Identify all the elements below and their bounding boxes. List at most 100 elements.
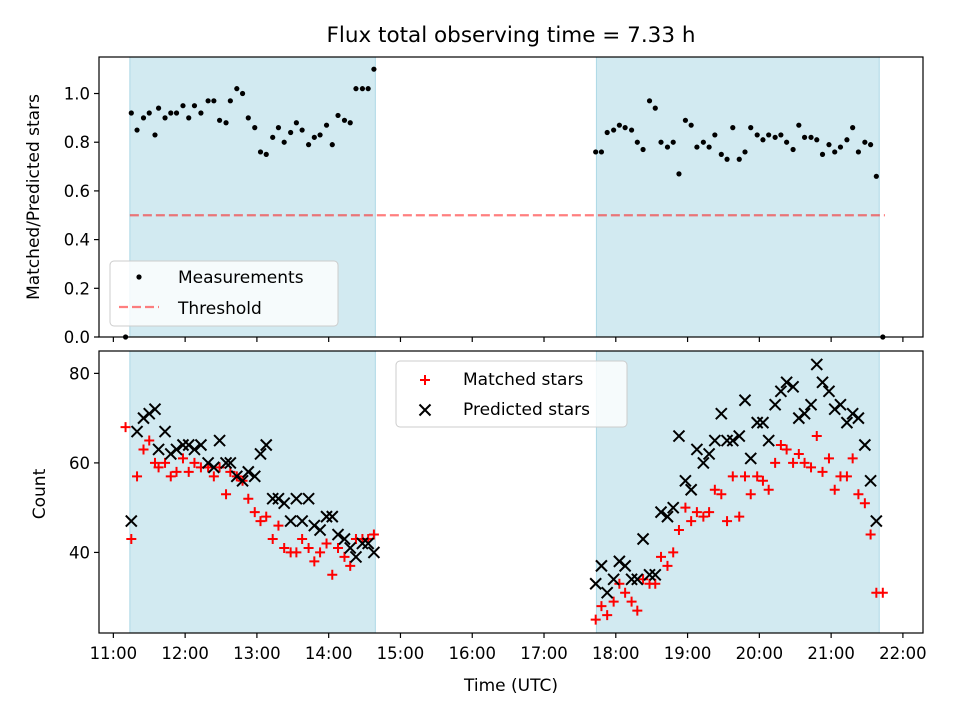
predicted-star-point	[266, 492, 279, 505]
measurement-point	[772, 134, 778, 140]
measurement-point	[796, 122, 802, 128]
matched-star-point	[632, 605, 643, 616]
matched-star-point	[847, 453, 858, 464]
measurement-point	[837, 144, 844, 150]
measurement-point	[281, 139, 287, 145]
measurement-point	[862, 139, 868, 145]
measurement-point	[611, 127, 617, 133]
x-tick-label: 20:00	[736, 644, 784, 663]
predicted-star-point	[130, 425, 144, 438]
measurement-point	[317, 132, 323, 138]
predicted-star-point	[207, 461, 221, 474]
matched-star-point	[620, 587, 631, 598]
predicted-star-point	[631, 573, 644, 586]
measurement-point	[868, 142, 874, 148]
predicted-star-point	[625, 573, 638, 586]
x-tick-label: 11:00	[90, 644, 138, 663]
matched-star-point	[120, 422, 131, 433]
measurement-point	[652, 105, 658, 111]
legend-threshold-label: Threshold	[177, 299, 262, 319]
measurement-point	[598, 149, 605, 155]
predicted-star-point	[236, 474, 249, 488]
measurement-point	[180, 103, 186, 109]
matched-star-point	[823, 453, 834, 464]
top-y-tick-label: 1.0	[64, 85, 90, 104]
measurement-point	[801, 134, 808, 140]
matched-star-point	[291, 547, 302, 558]
predicted-star-point	[649, 568, 662, 582]
legend-predicted-label: Predicted stars	[463, 400, 590, 420]
predicted-star-point	[125, 514, 138, 528]
matched-star-point	[680, 502, 691, 513]
matched-star-point	[668, 547, 679, 558]
measurement-point	[329, 142, 335, 148]
predicted-star-point	[715, 407, 728, 420]
measurement-point	[263, 151, 269, 157]
measurement-point	[766, 132, 772, 138]
measurement-point	[211, 98, 217, 104]
measurement-point	[347, 120, 353, 126]
measurement-point	[832, 149, 838, 155]
top-y-tick-label: 0.4	[64, 231, 90, 250]
matched-star-point	[243, 493, 254, 504]
matched-star-point	[309, 556, 320, 567]
predicted-star-point	[822, 385, 836, 398]
measurement-point	[724, 156, 730, 162]
predicted-star-point	[295, 514, 309, 528]
predicted-star-point	[804, 398, 818, 411]
predicted-star-point	[589, 577, 602, 590]
predicted-star-point	[720, 434, 734, 447]
measurement-point	[622, 125, 628, 131]
predicted-star-point	[654, 505, 668, 519]
predicted-star-point	[338, 532, 351, 546]
predicted-star-point	[224, 456, 237, 470]
measurement-point	[706, 144, 712, 150]
measurement-point	[239, 90, 246, 97]
predicted-star-point	[786, 380, 800, 394]
predicted-star-point	[284, 514, 297, 528]
matched-star-point	[763, 484, 774, 495]
legend-predicted-marker	[418, 403, 432, 417]
legend-matched-marker	[420, 375, 430, 385]
matched-star-point	[249, 507, 260, 518]
matched-star-point	[650, 578, 661, 589]
measurement-point	[682, 117, 689, 123]
measurement-point	[778, 132, 784, 138]
matched-star-point	[221, 489, 232, 500]
matched-star-point	[817, 466, 828, 477]
predicted-star-point	[248, 470, 261, 483]
predicted-star-point	[277, 496, 291, 510]
matched-star-point	[698, 511, 709, 522]
matched-star-point	[722, 516, 733, 527]
predicted-star-point	[636, 532, 650, 546]
matched-star-point	[315, 547, 326, 558]
matched-star-point	[255, 516, 266, 527]
measurement-point	[223, 120, 229, 126]
measurement-point	[819, 151, 826, 157]
matched-star-point	[673, 525, 684, 536]
matched-star-point	[829, 484, 840, 495]
predicted-star-point	[290, 492, 303, 505]
x-tick-label: 14:00	[305, 644, 353, 663]
predicted-star-point	[170, 443, 183, 456]
top-shaded-interval	[595, 56, 880, 338]
predicted-star-point	[326, 510, 339, 523]
predicted-star-point	[672, 429, 686, 443]
matched-star-point	[853, 489, 864, 500]
measurement-point	[341, 117, 348, 123]
measurement-point	[353, 86, 359, 92]
measurement-point	[736, 156, 742, 162]
matched-star-point	[183, 466, 194, 477]
matched-star-point	[189, 457, 200, 468]
matched-star-point	[775, 440, 786, 450]
matched-star-point	[345, 560, 356, 571]
matched-star-point	[160, 457, 171, 468]
bottom-legend-box	[395, 360, 628, 428]
matched-star-point	[321, 538, 332, 549]
predicted-star-point	[302, 492, 315, 505]
matched-star-point	[656, 551, 667, 562]
matched-star-point	[793, 448, 804, 459]
top-y-tick-label: 0.0	[64, 328, 90, 347]
measurement-point	[730, 125, 736, 131]
